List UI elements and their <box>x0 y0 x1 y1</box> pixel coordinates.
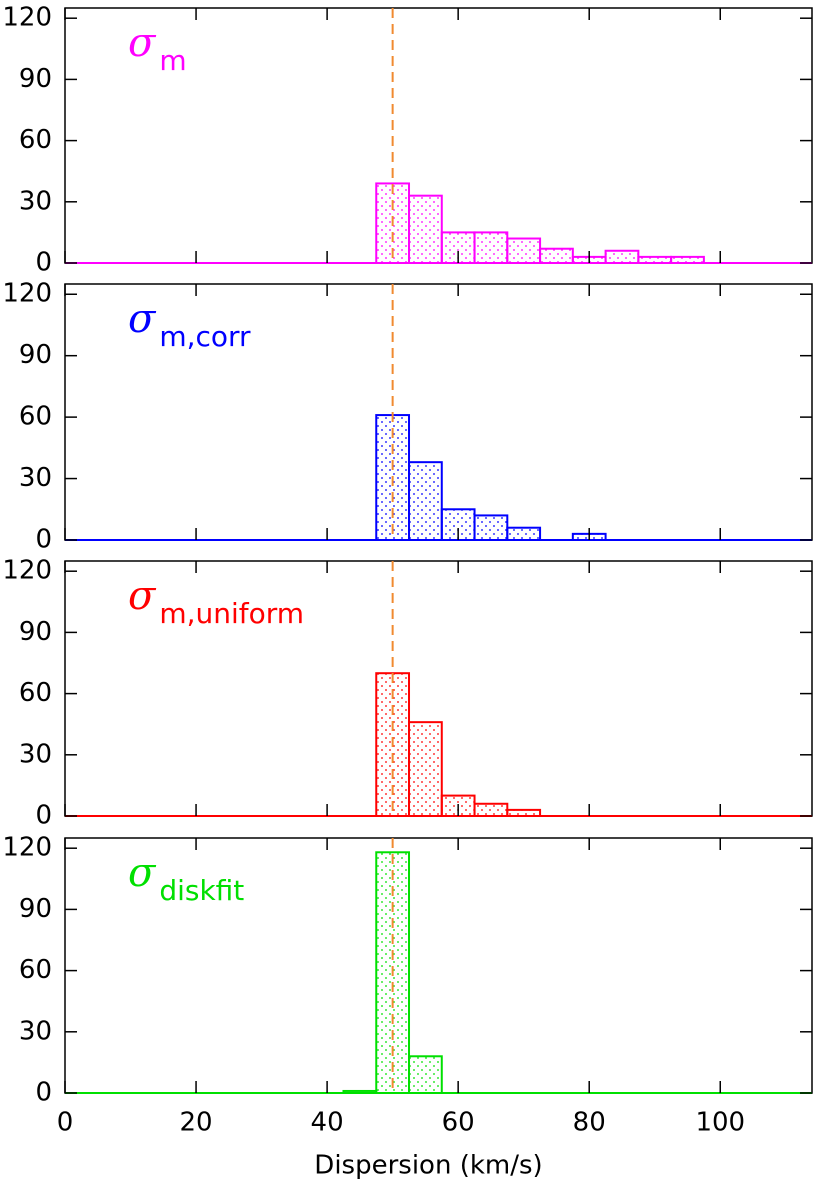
histogram-bar <box>408 461 443 541</box>
x-tick-label: 20 <box>180 1108 213 1138</box>
y-tick-label: 90 <box>19 64 52 94</box>
y-tick-label: 120 <box>2 3 52 33</box>
label-subscript: m,corr <box>159 320 251 353</box>
label-subscript: m <box>159 44 186 77</box>
panel: 0 30 60 90 120 σ m,uniform <box>2 556 813 831</box>
y-tick-label: 90 <box>19 617 52 647</box>
panel-label: σ m,uniform <box>128 573 304 630</box>
panel: 0 30 60 90 120 0 20 40 60 80 100 σ diskfit Dispersion… <box>2 833 813 1181</box>
histogram-bar <box>408 721 443 817</box>
histogram-bar <box>408 1055 443 1095</box>
label-subscript: m,uniform <box>159 597 304 630</box>
panel: 0 30 60 90 120 σ m,corr <box>2 279 813 555</box>
panel: 0 30 60 90 120 σ m <box>2 3 813 278</box>
y-tick-label: 60 <box>19 678 52 708</box>
label-symbol: σ <box>128 573 157 619</box>
y-tick-label: 0 <box>35 525 52 555</box>
label-symbol: σ <box>128 20 157 66</box>
y-tick-label: 30 <box>19 186 52 216</box>
y-tick-label: 60 <box>19 955 52 985</box>
histogram-bar <box>539 247 574 265</box>
y-tick-label: 120 <box>2 279 52 309</box>
panel-label: σ m,corr <box>128 296 251 353</box>
x-tick-label: 80 <box>573 1108 606 1138</box>
y-tick-label: 0 <box>35 1078 52 1108</box>
y-tick-label: 120 <box>2 556 52 586</box>
histogram-bar <box>473 802 509 818</box>
x-tick-label: 40 <box>311 1108 344 1138</box>
histogram-bar <box>473 514 509 542</box>
y-tick-label: 90 <box>19 894 52 924</box>
x-tick-label: 0 <box>57 1108 74 1138</box>
panel-label: σ diskfit <box>128 850 244 907</box>
histogram-bar <box>506 237 542 265</box>
label-subscript: diskfit <box>159 874 244 907</box>
y-tick-label: 60 <box>19 125 52 155</box>
histogram-bar <box>408 194 443 264</box>
y-tick-label: 30 <box>19 739 52 769</box>
x-tick-label: 60 <box>442 1108 475 1138</box>
y-tick-label: 120 <box>2 833 52 863</box>
histogram-bar <box>473 231 509 264</box>
histogram-bar <box>604 249 640 264</box>
x-axis-label: Dispersion (km/s) <box>314 1151 542 1181</box>
x-tick-label: 100 <box>695 1108 745 1138</box>
y-tick-label: 30 <box>19 463 52 493</box>
y-tick-label: 30 <box>19 1016 52 1046</box>
y-tick-label: 90 <box>19 340 52 370</box>
label-symbol: σ <box>128 850 157 896</box>
label-symbol: σ <box>128 296 157 342</box>
y-tick-label: 0 <box>35 801 52 831</box>
y-tick-label: 60 <box>19 402 52 432</box>
y-tick-label: 0 <box>35 248 52 278</box>
histogram-bar <box>506 526 542 541</box>
